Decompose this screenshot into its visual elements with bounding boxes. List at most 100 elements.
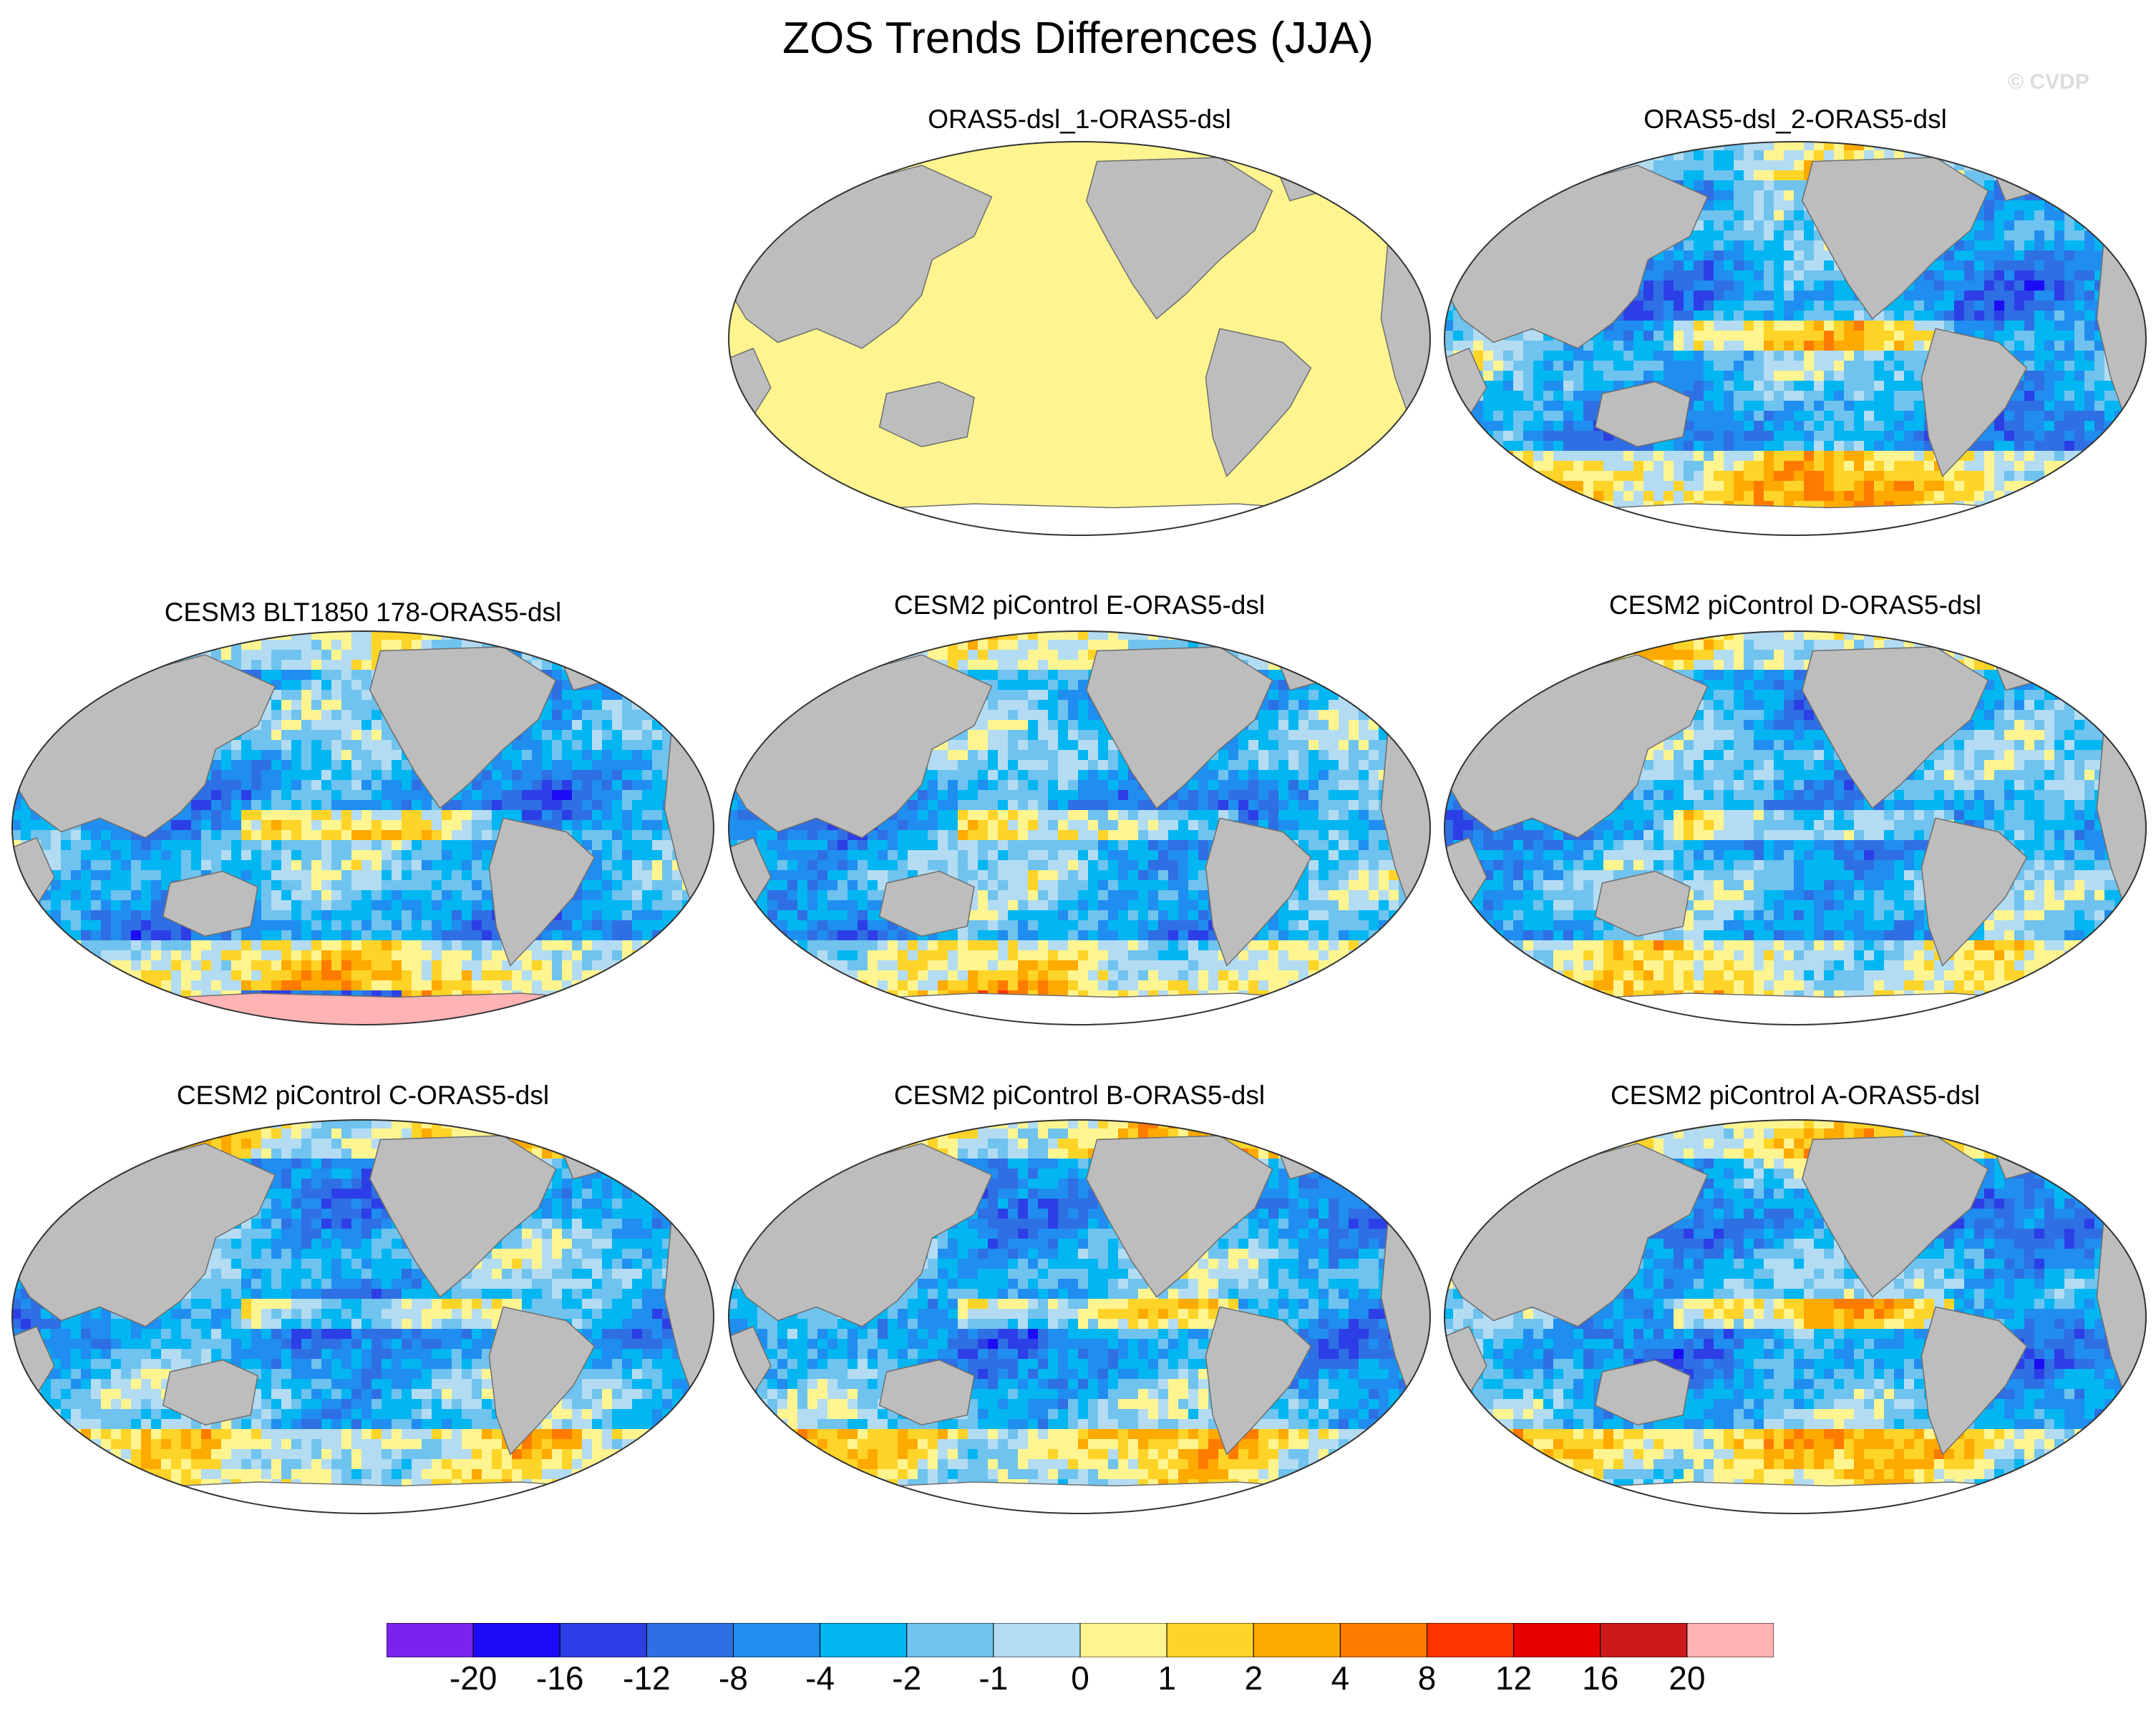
trend-cell [12,690,21,700]
trend-cell [1664,160,1674,170]
trend-cell [1633,471,1643,481]
trend-cell [402,890,412,900]
trend-cell [1674,321,1684,331]
trend-cell [1704,351,1714,361]
trend-cell [2044,411,2054,421]
trend-cell [1764,260,1774,270]
trend-cell [21,710,31,720]
trend-cell [241,650,251,660]
trend-cell [1463,170,1473,180]
trend-cell [1694,411,1704,421]
trend-cell [1754,471,1764,481]
trend-cell [2014,250,2024,260]
trend-cell [1593,441,1603,451]
trend-cell [2044,351,2054,361]
trend-cell [1694,150,1704,160]
trend-cell [1664,250,1674,260]
trend-cell [1934,291,1944,301]
trend-cell [1754,321,1764,331]
trend-cell [1764,461,1774,471]
trend-cell [2034,531,2044,535]
trend-cell [712,860,714,870]
trend-cell [642,920,652,930]
trend-cell [1684,270,1694,281]
trend-cell [231,840,241,850]
trend-cell [251,760,261,770]
trend-cell [622,850,632,860]
trend-cell [1453,511,1463,521]
trend-cell [1714,341,1724,351]
trend-cell [1944,281,1954,291]
trend-cell [351,900,361,910]
trend-cell [2014,230,2024,240]
trend-cell [1444,331,1453,341]
trend-cell [582,720,592,730]
trend-cell [281,820,291,830]
trend-cell [2034,411,2044,421]
trend-cell [61,870,71,880]
trend-cell [231,850,241,860]
trend-cell [1774,411,1784,421]
trend-cell [331,670,341,680]
trend-cell [1453,190,1463,200]
trend-cell [2024,341,2034,351]
trend-cell [211,850,221,860]
trend-cell [2135,250,2145,260]
trend-cell [1473,511,1483,521]
trend-cell [171,850,181,860]
trend-cell [12,910,21,920]
trend-cell [1654,461,1664,471]
trend-cell [1473,240,1483,250]
trend-cell [1984,451,1994,461]
trend-cell [1473,220,1483,230]
trend-cell [351,850,361,860]
trend-cell [1964,301,1974,311]
trend-cell [1643,451,1654,461]
trend-cell [2104,190,2114,200]
trend-cell [442,910,452,920]
trend-cell [602,790,612,800]
trend-cell [1704,361,1714,371]
trend-cell [682,690,692,700]
trend-cell [91,680,101,690]
trend-cell [1493,351,1503,361]
trend-cell [1643,471,1654,481]
trend-cell [1794,451,1804,461]
trend-cell [2084,521,2094,531]
trend-cell [1513,421,1523,431]
trend-cell [201,800,211,810]
trend-cell [281,850,291,860]
trend-cell [632,680,642,690]
trend-cell [311,750,321,760]
trend-cell [632,770,642,780]
trend-cell [2114,511,2125,521]
trend-cell [1864,491,1874,501]
trend-cell [692,660,702,670]
trend-cell [1724,311,1734,321]
trend-cell [1814,250,1824,260]
trend-cell [2064,451,2074,461]
trend-cell [2034,160,2044,170]
trend-cell [1724,431,1734,441]
trend-cell [361,660,372,670]
trend-cell [2084,321,2094,331]
trend-cell [1764,240,1774,250]
trend-cell [201,840,211,850]
trend-cell [1453,331,1463,341]
trend-cell [1984,481,1994,491]
trend-cell [12,640,21,650]
trend-cell [1974,160,1984,170]
trend-cell [482,790,492,800]
trend-cell [2064,160,2074,170]
trend-cell [2094,190,2104,200]
trend-cell [2074,281,2084,291]
trend-cell [1603,381,1613,391]
trend-cell [1814,411,1824,421]
trend-cell [1513,142,1523,150]
trend-cell [31,830,41,840]
trend-cell [2034,381,2044,391]
trend-cell [2064,481,2074,491]
trend-cell [1573,371,1583,381]
trend-cell [2004,421,2014,431]
trend-cell [1473,461,1483,471]
